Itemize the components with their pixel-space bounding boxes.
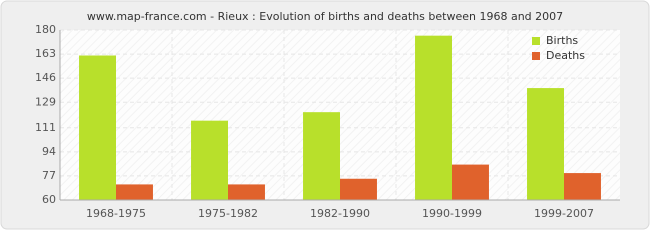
bar <box>340 178 377 200</box>
bar <box>116 184 153 200</box>
legend-swatch <box>532 37 540 45</box>
x-tick-label: 1968-1975 <box>86 207 146 220</box>
y-tick-label: 146 <box>35 71 56 84</box>
y-tick-label: 180 <box>35 23 56 36</box>
bar <box>564 173 601 200</box>
x-tick-label: 1982-1990 <box>310 207 370 220</box>
y-tick-label: 129 <box>35 95 56 108</box>
bar <box>228 184 265 200</box>
y-tick-label: 163 <box>35 47 56 60</box>
bar <box>527 88 564 200</box>
chart: www.map-france.com - Rieux : Evolution o… <box>0 0 650 230</box>
legend-label: Births <box>546 34 578 47</box>
bar <box>191 120 228 200</box>
bar <box>79 55 116 200</box>
y-tick-label: 94 <box>42 145 56 158</box>
legend-label: Deaths <box>546 49 585 62</box>
legend-swatch <box>532 52 540 60</box>
y-tick-label: 60 <box>42 193 56 206</box>
bar <box>303 112 340 200</box>
x-tick-label: 1990-1999 <box>422 207 482 220</box>
bar <box>415 35 452 200</box>
x-tick-label: 1999-2007 <box>534 207 594 220</box>
chart-title: www.map-france.com - Rieux : Evolution o… <box>87 10 563 23</box>
y-tick-label: 111 <box>35 121 56 134</box>
x-tick-label: 1975-1982 <box>198 207 258 220</box>
page: {"chart_data": {"type": "bar", "title": … <box>0 0 650 230</box>
y-tick-label: 77 <box>42 169 56 182</box>
bar <box>452 164 489 200</box>
